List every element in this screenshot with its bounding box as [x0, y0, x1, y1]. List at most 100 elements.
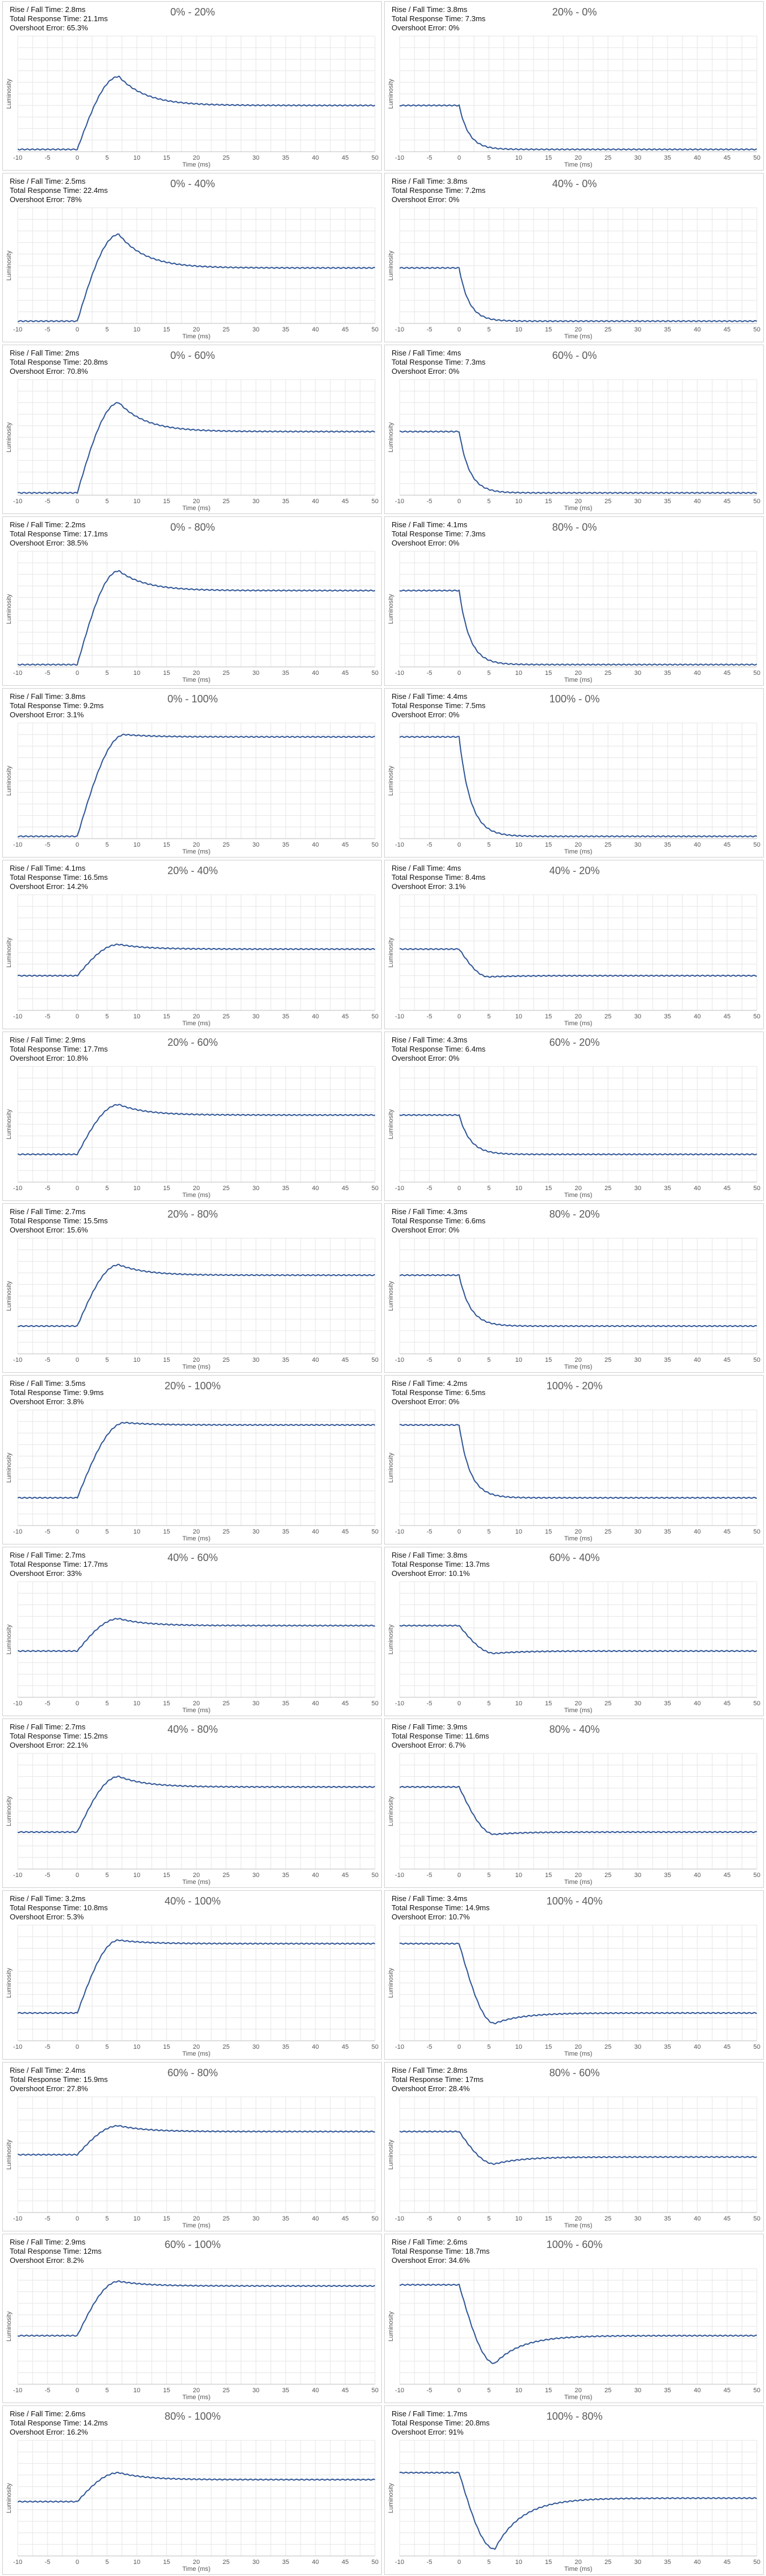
y-axis-label: Luminosity — [6, 2311, 13, 2341]
stat-rise-fall: Rise / Fall Time: 2.6ms — [392, 2238, 468, 2246]
chart-panel: Rise / Fall Time: 3.9ms Total Response Ti… — [384, 1718, 764, 1888]
stats-block: Rise / Fall Time: 2.6ms Total Response Ti… — [392, 2238, 489, 2265]
x-tick-label: 10 — [133, 841, 140, 848]
stat-overshoot: Overshoot Error: 22.1% — [10, 1741, 88, 1749]
stat-rise-fall: Rise / Fall Time: 4.4ms — [392, 692, 468, 701]
x-tick-label: 40 — [694, 1872, 701, 1879]
stat-overshoot: Overshoot Error: 70.8% — [10, 367, 88, 376]
x-tick-label: 35 — [664, 2559, 671, 2566]
chart-title: 20% - 60% — [167, 1037, 218, 1048]
x-tick-label: 15 — [545, 2559, 552, 2566]
stat-rise-fall: Rise / Fall Time: 4.3ms — [392, 1207, 468, 1216]
chart-title: 40% - 80% — [167, 1724, 218, 1735]
response-series-line — [17, 402, 376, 495]
x-tick-label: 0 — [457, 670, 461, 677]
stats-block: Rise / Fall Time: 3.9ms Total Response Ti… — [392, 1722, 489, 1750]
stats-block: Rise / Fall Time: 3.8ms Total Response Ti… — [392, 5, 485, 33]
y-axis-label: Luminosity — [388, 78, 394, 109]
y-axis-label: Luminosity — [388, 765, 394, 796]
stat-rise-fall: Rise / Fall Time: 3.8ms — [392, 1551, 468, 1559]
response-series-line — [17, 943, 376, 977]
x-tick-label: 20 — [193, 2044, 200, 2050]
x-tick-label: 45 — [724, 2044, 731, 2050]
chart-panel: Rise / Fall Time: 2.4ms Total Response Ti… — [2, 2062, 382, 2231]
line-plot: -10 -5 0 5 10 15 20 25 30 35 40 45 50 Time (ms) Lumino… — [388, 2440, 760, 2573]
x-tick-label: 25 — [605, 1357, 611, 1364]
x-axis-label: Time (ms) — [182, 1535, 210, 1542]
x-tick-label: 15 — [545, 1357, 552, 1364]
x-tick-label: 5 — [487, 1872, 491, 1879]
x-tick-label: 25 — [223, 1872, 230, 1879]
x-tick-label: -10 — [395, 1872, 404, 1879]
x-tick-label: 0 — [457, 1013, 461, 1020]
x-axis-label: Time (ms) — [564, 2050, 592, 2057]
x-tick-label: 50 — [372, 326, 378, 333]
x-tick-label: 20 — [575, 841, 582, 848]
x-tick-label: 45 — [342, 841, 349, 848]
chart-panel: Rise / Fall Time: 3.8ms Total Response Ti… — [2, 688, 382, 858]
chart-panel: Rise / Fall Time: 4ms Total Response Time… — [384, 860, 764, 1029]
chart-panel: Rise / Fall Time: 2.7ms Total Response Ti… — [2, 1547, 382, 1716]
x-tick-label: 20 — [193, 2215, 200, 2222]
x-tick-label: 30 — [252, 1700, 259, 1707]
x-tick-label: 25 — [605, 1528, 611, 1535]
x-tick-label: 10 — [515, 1357, 522, 1364]
chart-title: 60% - 100% — [164, 2239, 221, 2250]
x-tick-label: 45 — [342, 155, 349, 161]
x-tick-label: 5 — [105, 498, 109, 505]
x-tick-label: -10 — [395, 670, 404, 677]
response-series-line — [399, 948, 757, 978]
x-tick-label: 25 — [223, 841, 230, 848]
x-tick-label: 35 — [282, 1700, 289, 1707]
x-tick-label: 35 — [282, 670, 289, 677]
x-tick-label: 25 — [605, 326, 611, 333]
stats-block: Rise / Fall Time: 2.7ms Total Response Ti… — [10, 1207, 108, 1235]
x-tick-label: 45 — [724, 2559, 731, 2566]
x-tick-label: 35 — [282, 1872, 289, 1879]
stats-block: Rise / Fall Time: 3.5ms Total Response Ti… — [10, 1379, 104, 1406]
x-tick-label: 45 — [342, 1700, 349, 1707]
stat-rise-fall: Rise / Fall Time: 4ms — [392, 864, 461, 872]
x-tick-label: -5 — [427, 1872, 432, 1879]
stat-rise-fall: Rise / Fall Time: 1.7ms — [392, 2409, 468, 2418]
line-plot: -10 -5 0 5 10 15 20 25 30 35 40 45 50 Time (ms) Lumino… — [6, 1925, 378, 2057]
x-tick-label: 50 — [753, 1357, 760, 1364]
stat-rise-fall: Rise / Fall Time: 2.9ms — [10, 1036, 86, 1044]
x-tick-label: 5 — [105, 326, 109, 333]
x-tick-label: 35 — [664, 1700, 671, 1707]
stat-overshoot: Overshoot Error: 10.7% — [392, 1913, 470, 1921]
x-tick-label: 25 — [223, 155, 230, 161]
x-tick-label: 10 — [515, 326, 522, 333]
response-series-line — [399, 2471, 757, 2550]
line-plot: -10 -5 0 5 10 15 20 25 30 35 40 45 50 Time (ms) Lumino… — [388, 35, 760, 168]
x-tick-label: 0 — [457, 2387, 461, 2394]
stat-overshoot: Overshoot Error: 5.3% — [10, 1913, 84, 1921]
x-tick-label: 5 — [105, 1872, 109, 1879]
x-tick-label: 15 — [545, 1872, 552, 1879]
stat-overshoot: Overshoot Error: 0% — [392, 1226, 460, 1234]
x-tick-label: 35 — [282, 326, 289, 333]
x-tick-label: 20 — [575, 326, 582, 333]
x-tick-label: 5 — [105, 1013, 109, 1020]
chart-panel: Rise / Fall Time: 4.1ms Total Response Ti… — [2, 860, 382, 1029]
line-plot: -10 -5 0 5 10 15 20 25 30 35 40 45 50 Time (ms) Lumino… — [388, 722, 760, 855]
x-tick-label: 15 — [545, 1013, 552, 1020]
x-tick-label: 0 — [457, 1357, 461, 1364]
x-tick-label: 30 — [634, 2044, 641, 2050]
stats-block: Rise / Fall Time: 4.1ms Total Response Ti… — [392, 520, 485, 548]
x-tick-label: 10 — [515, 1013, 522, 1020]
line-plot: -10 -5 0 5 10 15 20 25 30 35 40 45 50 Time (ms) Lumino… — [6, 207, 378, 340]
x-axis-label: Time (ms) — [182, 2222, 210, 2229]
stats-block: Rise / Fall Time: 4.3ms Total Response Ti… — [392, 1207, 485, 1235]
x-tick-label: 25 — [605, 1013, 611, 1020]
line-plot: -10 -5 0 5 10 15 20 25 30 35 40 45 50 Time (ms) Lumino… — [6, 1238, 378, 1370]
x-tick-label: -5 — [427, 1013, 432, 1020]
stat-total: Total Response Time: 7.3ms — [392, 358, 486, 366]
stats-block: Rise / Fall Time: 3.8ms Total Response Ti… — [392, 1551, 489, 1578]
x-axis-label: Time (ms) — [564, 505, 592, 512]
x-tick-label: 40 — [312, 2559, 319, 2566]
stat-total: Total Response Time: 16.5ms — [10, 873, 108, 882]
x-tick-label: 40 — [312, 498, 319, 505]
x-axis-label: Time (ms) — [182, 848, 210, 855]
x-axis-label: Time (ms) — [564, 2394, 592, 2401]
